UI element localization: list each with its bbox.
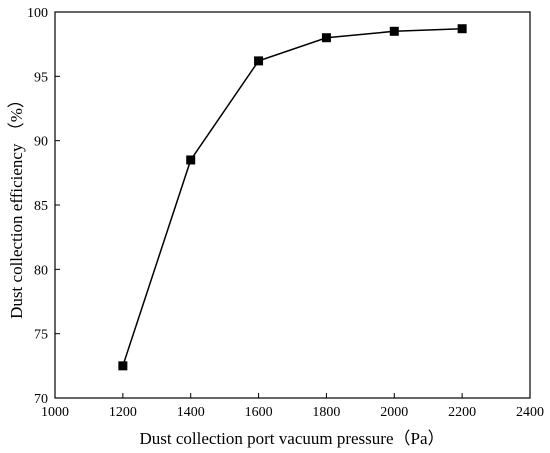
y-tick-label: 70 — [34, 392, 48, 407]
data-point-marker — [254, 56, 264, 66]
series-line — [122, 27, 463, 367]
data-point-marker — [457, 24, 467, 34]
y-tick-label: 80 — [34, 263, 48, 278]
x-tick-label: 2400 — [516, 405, 544, 420]
y-tick-label: 100 — [27, 6, 48, 21]
plot-area-frame — [54, 11, 531, 399]
x-tick-label: 1000 — [41, 405, 69, 420]
x-axis-title: Dust collection port vacuum pressure（Pa） — [140, 429, 445, 448]
data-point-marker — [321, 33, 331, 43]
series-efficiency — [118, 24, 467, 371]
y-tick-label: 85 — [34, 199, 48, 214]
x-tick-label: 1200 — [109, 405, 137, 420]
x-tick-label: 1600 — [245, 405, 273, 420]
y-tick-label: 95 — [34, 70, 48, 85]
y-tick-label: 90 — [34, 135, 48, 150]
data-point-marker — [186, 155, 196, 165]
axis-ticks: 1000 1200 1400 1600 1800 2000 2200 2400 70 75 80 85… — [27, 6, 544, 420]
data-point-marker — [118, 361, 128, 371]
x-tick-label: 1800 — [312, 405, 340, 420]
y-axis-title: Dust collection efficiency （%） — [7, 91, 26, 319]
x-tick-label: 1400 — [177, 405, 205, 420]
x-tick-label: 2200 — [448, 405, 476, 420]
y-tick-label: 75 — [34, 328, 48, 343]
data-point-marker — [389, 26, 399, 36]
x-tick-label: 2000 — [380, 405, 408, 420]
